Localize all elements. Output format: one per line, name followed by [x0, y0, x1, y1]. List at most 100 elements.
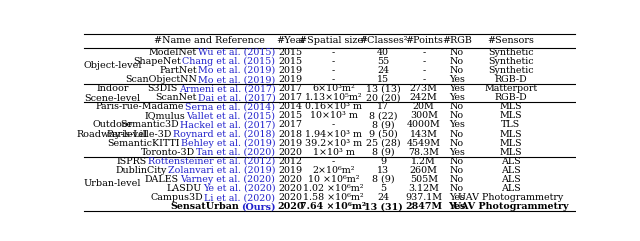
- Text: #Name and Reference: #Name and Reference: [154, 36, 265, 45]
- Text: 2015: 2015: [279, 57, 303, 66]
- Text: 40: 40: [377, 48, 389, 57]
- Text: 2015: 2015: [279, 111, 303, 120]
- Text: 17: 17: [377, 102, 389, 111]
- Text: Yes: Yes: [449, 84, 465, 93]
- Text: 4549M: 4549M: [407, 139, 441, 147]
- Text: -: -: [332, 48, 335, 57]
- Text: Roynard et al. (2018): Roynard et al. (2018): [173, 129, 275, 139]
- Text: TLS: TLS: [501, 120, 520, 129]
- Text: DublinCity: DublinCity: [115, 166, 166, 175]
- Text: 2012: 2012: [279, 157, 303, 166]
- Text: MLS: MLS: [499, 148, 522, 157]
- Text: #Classes²: #Classes²: [359, 36, 407, 45]
- Text: Matterport: Matterport: [484, 84, 538, 93]
- Text: 24: 24: [377, 193, 389, 202]
- Text: PartNet: PartNet: [159, 66, 196, 75]
- Text: #Sensors: #Sensors: [487, 36, 534, 45]
- Text: Mo et al. (2019): Mo et al. (2019): [198, 75, 275, 84]
- Text: 300M: 300M: [410, 111, 438, 120]
- Text: ALS: ALS: [501, 166, 521, 175]
- Text: Synthetic: Synthetic: [488, 48, 534, 57]
- Text: 2019: 2019: [279, 75, 303, 84]
- Text: 15: 15: [377, 75, 389, 84]
- Text: 13: 13: [377, 166, 389, 175]
- Text: 2020: 2020: [278, 202, 304, 211]
- Text: 2020: 2020: [279, 148, 303, 157]
- Text: 1×10³ m: 1×10³ m: [312, 148, 355, 157]
- Text: UAV Photogrammetry: UAV Photogrammetry: [453, 202, 568, 211]
- Text: 2014: 2014: [279, 102, 303, 111]
- Text: S3DIS: S3DIS: [147, 84, 177, 93]
- Text: 937.1M: 937.1M: [405, 193, 442, 202]
- Text: MLS: MLS: [499, 129, 522, 139]
- Text: 7.64 ×10⁶m²: 7.64 ×10⁶m²: [300, 202, 367, 211]
- Text: 2019: 2019: [279, 66, 303, 75]
- Text: Rottensteiner et al. (2012): Rottensteiner et al. (2012): [148, 157, 275, 166]
- Text: 2019: 2019: [279, 139, 303, 147]
- Text: Object-level: Object-level: [83, 61, 141, 71]
- Text: ScanObjectNN: ScanObjectNN: [125, 75, 196, 84]
- Text: 2015: 2015: [279, 48, 303, 57]
- Text: No: No: [450, 184, 464, 193]
- Text: Campus3D: Campus3D: [150, 193, 203, 202]
- Text: Paris-rue-Madame: Paris-rue-Madame: [95, 102, 184, 111]
- Text: 2847M: 2847M: [405, 202, 442, 211]
- Text: 2019: 2019: [279, 166, 303, 175]
- Text: Hackel et al. (2017): Hackel et al. (2017): [180, 120, 275, 129]
- Text: Urban-level: Urban-level: [84, 180, 141, 188]
- Text: Chang et al. (2015): Chang et al. (2015): [182, 57, 275, 66]
- Text: No: No: [450, 166, 464, 175]
- Text: 2017: 2017: [279, 93, 303, 102]
- Text: 143M: 143M: [410, 129, 438, 139]
- Text: No: No: [450, 157, 464, 166]
- Text: 2×10⁶m²: 2×10⁶m²: [312, 166, 355, 175]
- Text: 5: 5: [380, 184, 386, 193]
- Text: 8 (9): 8 (9): [372, 175, 394, 184]
- Text: 24: 24: [377, 66, 389, 75]
- Text: 78.3M: 78.3M: [408, 148, 439, 157]
- Text: No: No: [450, 102, 464, 111]
- Text: Varney et al. (2020): Varney et al. (2020): [180, 175, 275, 184]
- Text: 10 ×10⁶m²: 10 ×10⁶m²: [308, 175, 359, 184]
- Text: UAV Photogrammetry: UAV Photogrammetry: [458, 193, 563, 202]
- Text: RGB-D: RGB-D: [495, 93, 527, 102]
- Text: Wu et al. (2015): Wu et al. (2015): [198, 48, 275, 57]
- Text: IQmulus: IQmulus: [144, 111, 185, 120]
- Text: 9 (50): 9 (50): [369, 129, 397, 139]
- Text: Tan et al. (2020): Tan et al. (2020): [196, 148, 275, 157]
- Text: 1.94×10³ m: 1.94×10³ m: [305, 129, 362, 139]
- Text: Yes: Yes: [449, 75, 465, 84]
- Text: -: -: [422, 75, 426, 84]
- Text: No: No: [450, 111, 464, 120]
- Text: #RGB: #RGB: [442, 36, 472, 45]
- Text: No: No: [450, 48, 464, 57]
- Text: 2017: 2017: [279, 84, 303, 93]
- Text: Yes: Yes: [449, 120, 465, 129]
- Text: No: No: [450, 175, 464, 184]
- Text: Yes: Yes: [449, 93, 465, 102]
- Text: Yes: Yes: [448, 202, 466, 211]
- Text: 505M: 505M: [410, 175, 438, 184]
- Text: 9: 9: [380, 157, 386, 166]
- Text: 39.2×10³ m: 39.2×10³ m: [305, 139, 362, 147]
- Text: ScanNet: ScanNet: [155, 93, 196, 102]
- Text: 1.02 ×10⁶m²: 1.02 ×10⁶m²: [303, 184, 364, 193]
- Text: -: -: [332, 120, 335, 129]
- Text: #Points: #Points: [404, 36, 443, 45]
- Text: 1.58 ×10⁶m²: 1.58 ×10⁶m²: [303, 193, 364, 202]
- Text: -: -: [332, 157, 335, 166]
- Text: 55: 55: [377, 57, 389, 66]
- Text: SensatUrban: SensatUrban: [171, 202, 239, 211]
- Text: MLS: MLS: [499, 111, 522, 120]
- Text: Li et al. (2020): Li et al. (2020): [204, 193, 275, 202]
- Text: -: -: [422, 57, 426, 66]
- Text: Mo et al. (2019): Mo et al. (2019): [198, 66, 275, 75]
- Text: Semantic3D: Semantic3D: [120, 120, 179, 129]
- Text: 4000M: 4000M: [407, 120, 440, 129]
- Text: Serna et al. (2014): Serna et al. (2014): [186, 102, 275, 111]
- Text: #Spatial size¹: #Spatial size¹: [300, 36, 367, 45]
- Text: -: -: [332, 66, 335, 75]
- Text: 260M: 260M: [410, 166, 438, 175]
- Text: Indoor
Scene-level: Indoor Scene-level: [84, 84, 141, 103]
- Text: 0.16×10³ m: 0.16×10³ m: [305, 102, 362, 111]
